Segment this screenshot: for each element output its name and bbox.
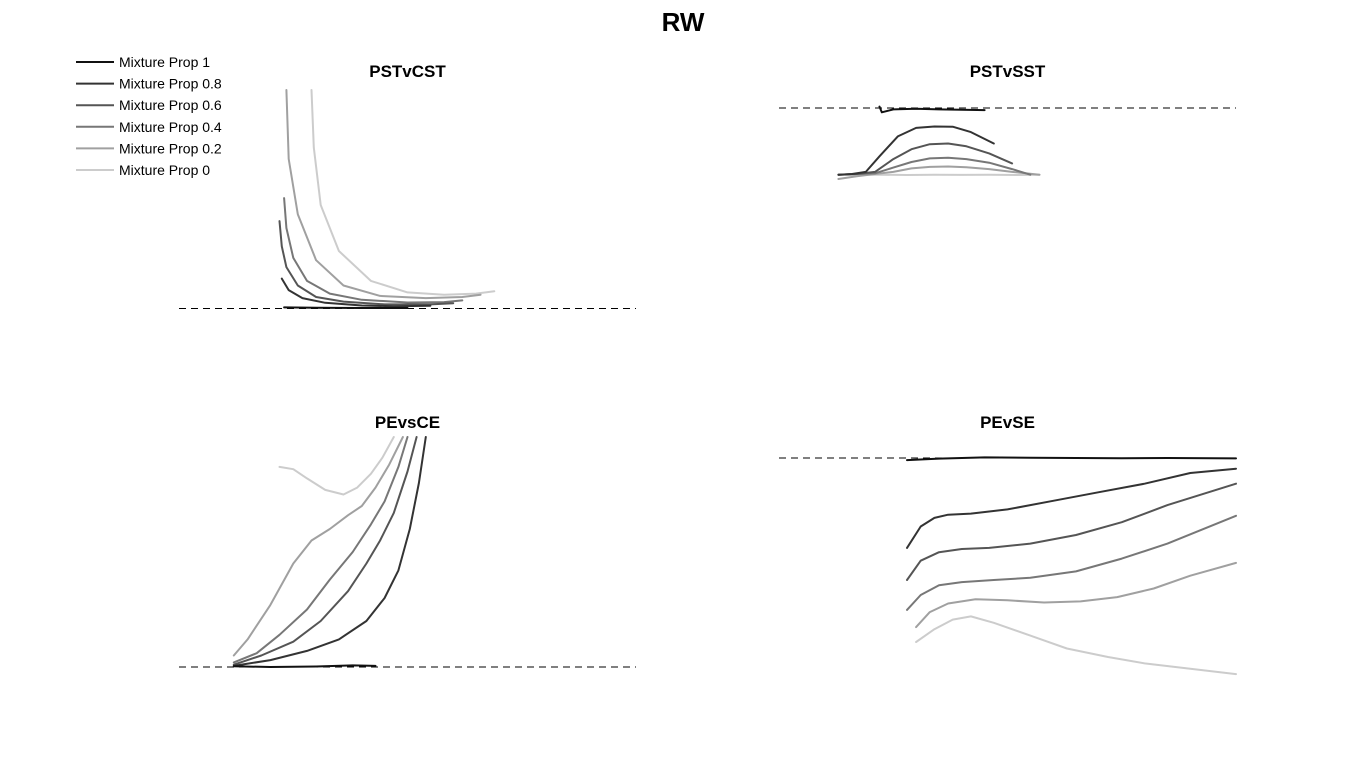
legend-label: Mixture Prop 0.6	[119, 97, 222, 113]
subplot-pevse: PEvSE	[779, 413, 1237, 676]
series-line-1	[906, 456, 1237, 462]
series-line-2	[906, 467, 1237, 549]
subplot-pevsce: PEvsCE	[179, 413, 636, 668]
series-line-1	[878, 105, 986, 114]
series-line-4	[232, 436, 409, 664]
legend-label: Mixture Prop 0.8	[119, 76, 222, 92]
figure-title: RW	[662, 7, 705, 37]
series-line-6	[310, 89, 496, 296]
series-line-4	[906, 514, 1237, 611]
series-line-3	[278, 220, 455, 306]
series-line-1	[283, 306, 409, 309]
subplot-title: PSTvSST	[970, 62, 1046, 81]
series-line-5	[915, 561, 1237, 629]
series-line-2	[280, 277, 432, 308]
series-line-5	[837, 165, 1041, 180]
series-line-3	[232, 436, 418, 666]
legend-label: Mixture Prop 1	[119, 54, 210, 70]
legend: Mixture Prop 1 Mixture Prop 0.8 Mixture Pr…	[76, 54, 222, 178]
subplot-title: PEvSE	[980, 413, 1035, 432]
subplot-pstvsst: PSTvSST	[779, 62, 1236, 180]
subplot-title: PSTvCST	[369, 62, 446, 81]
subplot-title: PEvsCE	[375, 413, 440, 432]
series-line-6	[915, 615, 1237, 676]
series-line-2	[837, 125, 995, 176]
series-line-2	[232, 436, 427, 667]
series-line-5	[232, 436, 404, 657]
legend-label: Mixture Prop 0	[119, 162, 210, 178]
series-line-4	[283, 197, 464, 304]
subplot-grid: PSTvCST PSTvSST PEvsCE PEvSE	[179, 62, 1237, 676]
subplot-pstvcst: PSTvCST	[179, 62, 636, 309]
series-line-1	[232, 664, 377, 668]
series-line-6	[278, 436, 395, 496]
legend-label: Mixture Prop 0.2	[119, 140, 222, 156]
series-line-5	[285, 89, 482, 300]
series-line-3	[837, 142, 1014, 176]
legend-label: Mixture Prop 0.4	[119, 119, 222, 135]
series-line-3	[906, 482, 1237, 581]
